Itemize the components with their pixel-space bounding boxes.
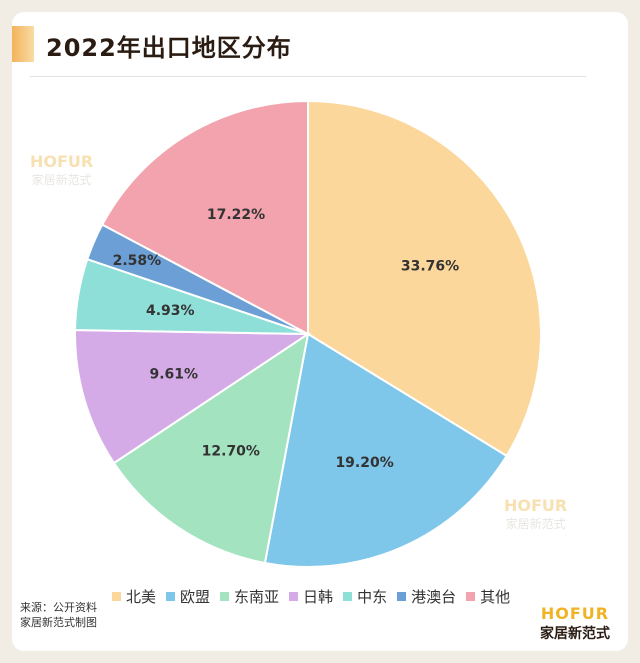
source-line-2: 家居新范式制图 — [20, 616, 97, 629]
watermark-sub: 家居新范式 — [31, 173, 92, 187]
watermark-brand: HOFUR — [30, 152, 94, 171]
slice-value-label: 4.93% — [146, 303, 195, 319]
legend-item: 东南亚 — [220, 586, 279, 607]
legend-swatch — [289, 592, 299, 601]
slice-value-label: 12.70% — [202, 444, 260, 460]
pie-slice-3 — [112, 331, 310, 565]
brand-logo: HOFUR 家居新范式 — [540, 604, 610, 643]
slice-value-label: 2.58% — [113, 253, 162, 269]
watermark-left: HOFUR 家居新范式 — [30, 152, 93, 188]
legend-item: 北美 — [112, 586, 156, 607]
legend-swatch — [166, 592, 176, 601]
legend-item: 中东 — [343, 586, 387, 607]
logo-brand: HOFUR — [540, 604, 610, 623]
legend-item: 港澳台 — [397, 586, 456, 607]
slice-value-label: 19.20% — [335, 455, 393, 471]
legend-label: 港澳台 — [411, 588, 457, 606]
legend-label: 欧盟 — [180, 588, 211, 606]
legend-swatch — [112, 592, 121, 601]
legend-label: 日韩 — [303, 588, 334, 606]
pie-slice-1 — [307, 99, 542, 458]
legend-swatch — [220, 592, 230, 601]
watermark-right: HOFUR 家居新范式 — [504, 496, 567, 532]
legend-item: 欧盟 — [166, 586, 210, 607]
legend-label: 北美 — [126, 588, 157, 606]
chart-title: 2022年出口地区分布 — [46, 34, 292, 62]
pie-slice-2 — [263, 332, 508, 568]
chart-legend: 北美 欧盟 东南亚 日韩 中东 港澳台 其他 — [112, 586, 510, 607]
title-accent-bar — [12, 26, 34, 62]
watermark-brand: HOFUR — [504, 496, 568, 515]
source-note: 来源：公开资料 家居新范式制图 — [20, 600, 97, 630]
legend-swatch — [343, 592, 353, 601]
logo-sub: 家居新范式 — [540, 626, 610, 642]
legend-swatch — [466, 592, 476, 601]
pie-slice-7 — [100, 99, 309, 336]
pie-slice-4 — [74, 329, 312, 465]
legend-item: 其他 — [466, 586, 510, 607]
legend-label: 中东 — [357, 588, 388, 606]
legend-label: 东南亚 — [234, 588, 280, 606]
legend-item: 日韩 — [289, 586, 333, 607]
slice-value-label: 33.76% — [401, 259, 459, 275]
slice-value-label: 17.22% — [207, 207, 265, 223]
legend-label: 其他 — [480, 588, 511, 606]
source-line-1: 来源：公开资料 — [20, 601, 97, 614]
title-divider — [30, 76, 586, 77]
watermark-sub: 家居新范式 — [505, 517, 566, 531]
slice-value-label: 9.61% — [150, 366, 199, 382]
legend-swatch — [397, 592, 407, 601]
